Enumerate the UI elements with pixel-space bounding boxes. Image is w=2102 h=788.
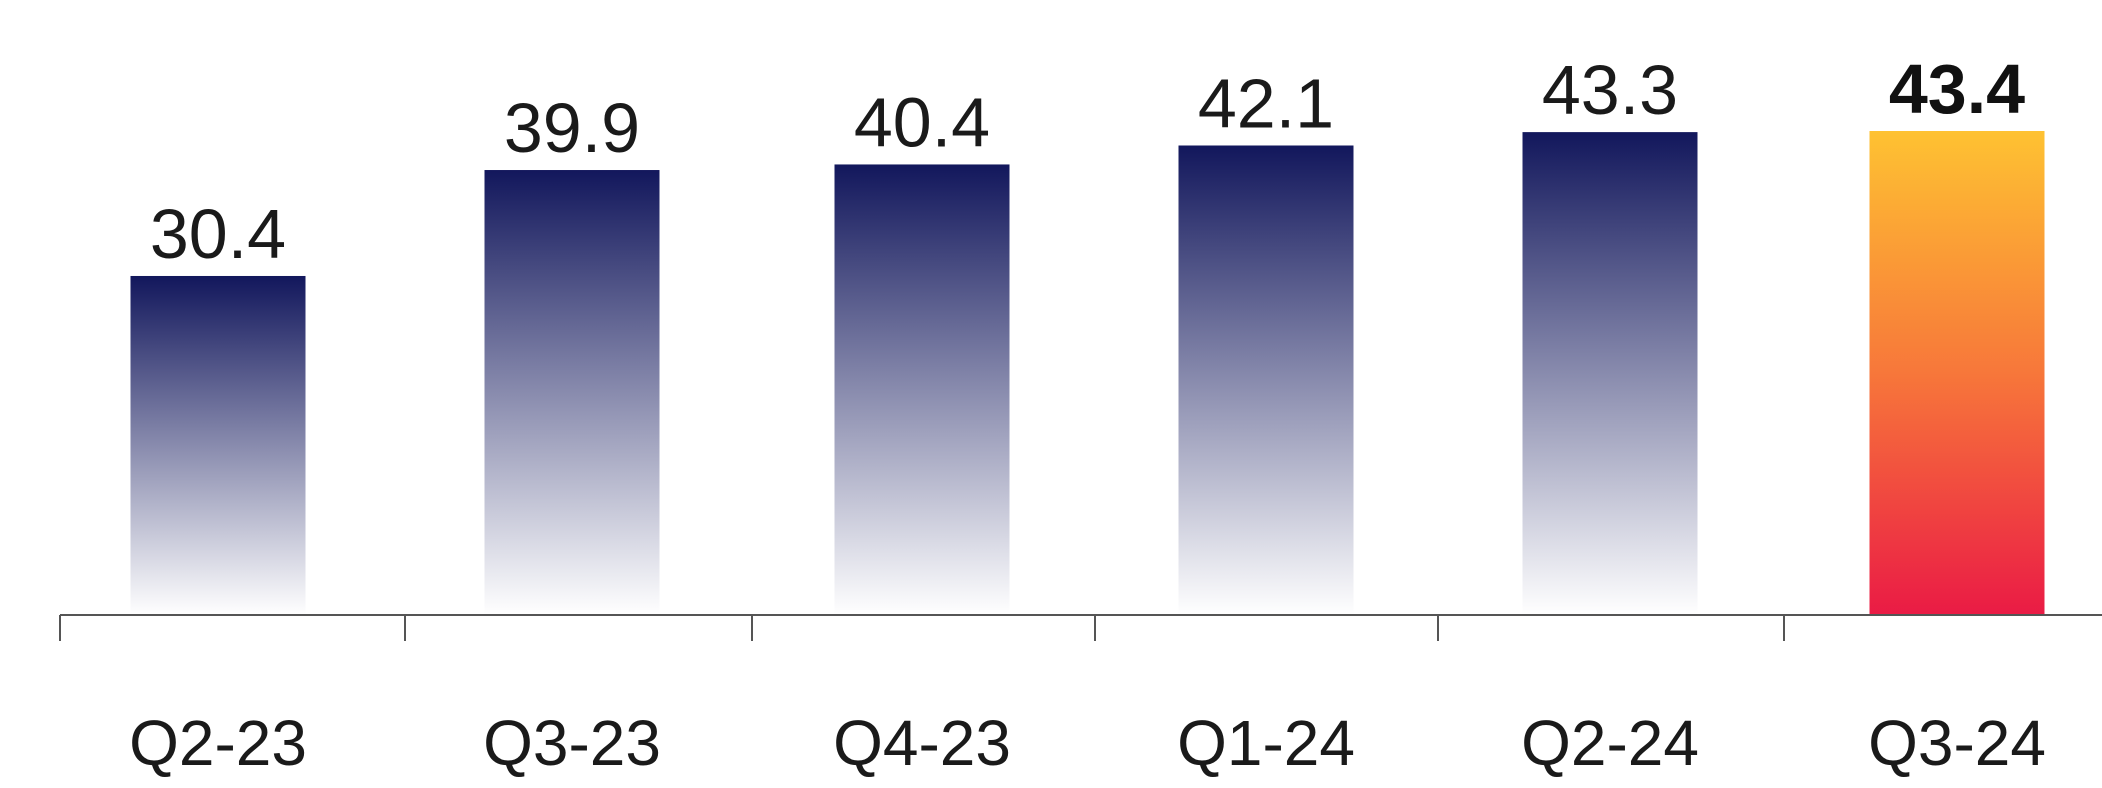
bar-q4-23: [834, 164, 1010, 615]
value-label-q4-23: 40.4: [854, 83, 990, 161]
bar-q1-24: [1178, 145, 1354, 616]
bar-q3-24: [1869, 131, 2045, 615]
bar-q3-23: [484, 170, 660, 615]
x-tick-label-q2-23: Q2-23: [129, 707, 307, 779]
value-label-q2-23: 30.4: [150, 195, 286, 273]
x-tick-label-q4-23: Q4-23: [833, 707, 1011, 779]
x-tick-label-q1-24: Q1-24: [1177, 707, 1355, 779]
x-axis: [59, 614, 2102, 641]
value-label-q1-24: 42.1: [1198, 64, 1334, 142]
value-label-q3-23: 39.9: [504, 89, 640, 167]
x-tick-label-q3-24: Q3-24: [1868, 707, 2046, 779]
bar-q2-23: [130, 275, 306, 615]
x-tick-label-q2-24: Q2-24: [1521, 707, 1699, 779]
value-label-group: 30.4 39.9 40.4 42.1 43.3 43.4: [150, 50, 2025, 273]
x-tick-label-group: Q2-23 Q3-23 Q4-23 Q1-24 Q2-24 Q3-24: [129, 707, 2046, 779]
value-label-q3-24: 43.4: [1889, 50, 2025, 128]
x-tick-label-q3-23: Q3-23: [483, 707, 661, 779]
value-label-q2-24: 43.3: [1542, 51, 1678, 129]
bar-q2-24: [1522, 132, 1698, 615]
bar-group: [130, 131, 2045, 616]
